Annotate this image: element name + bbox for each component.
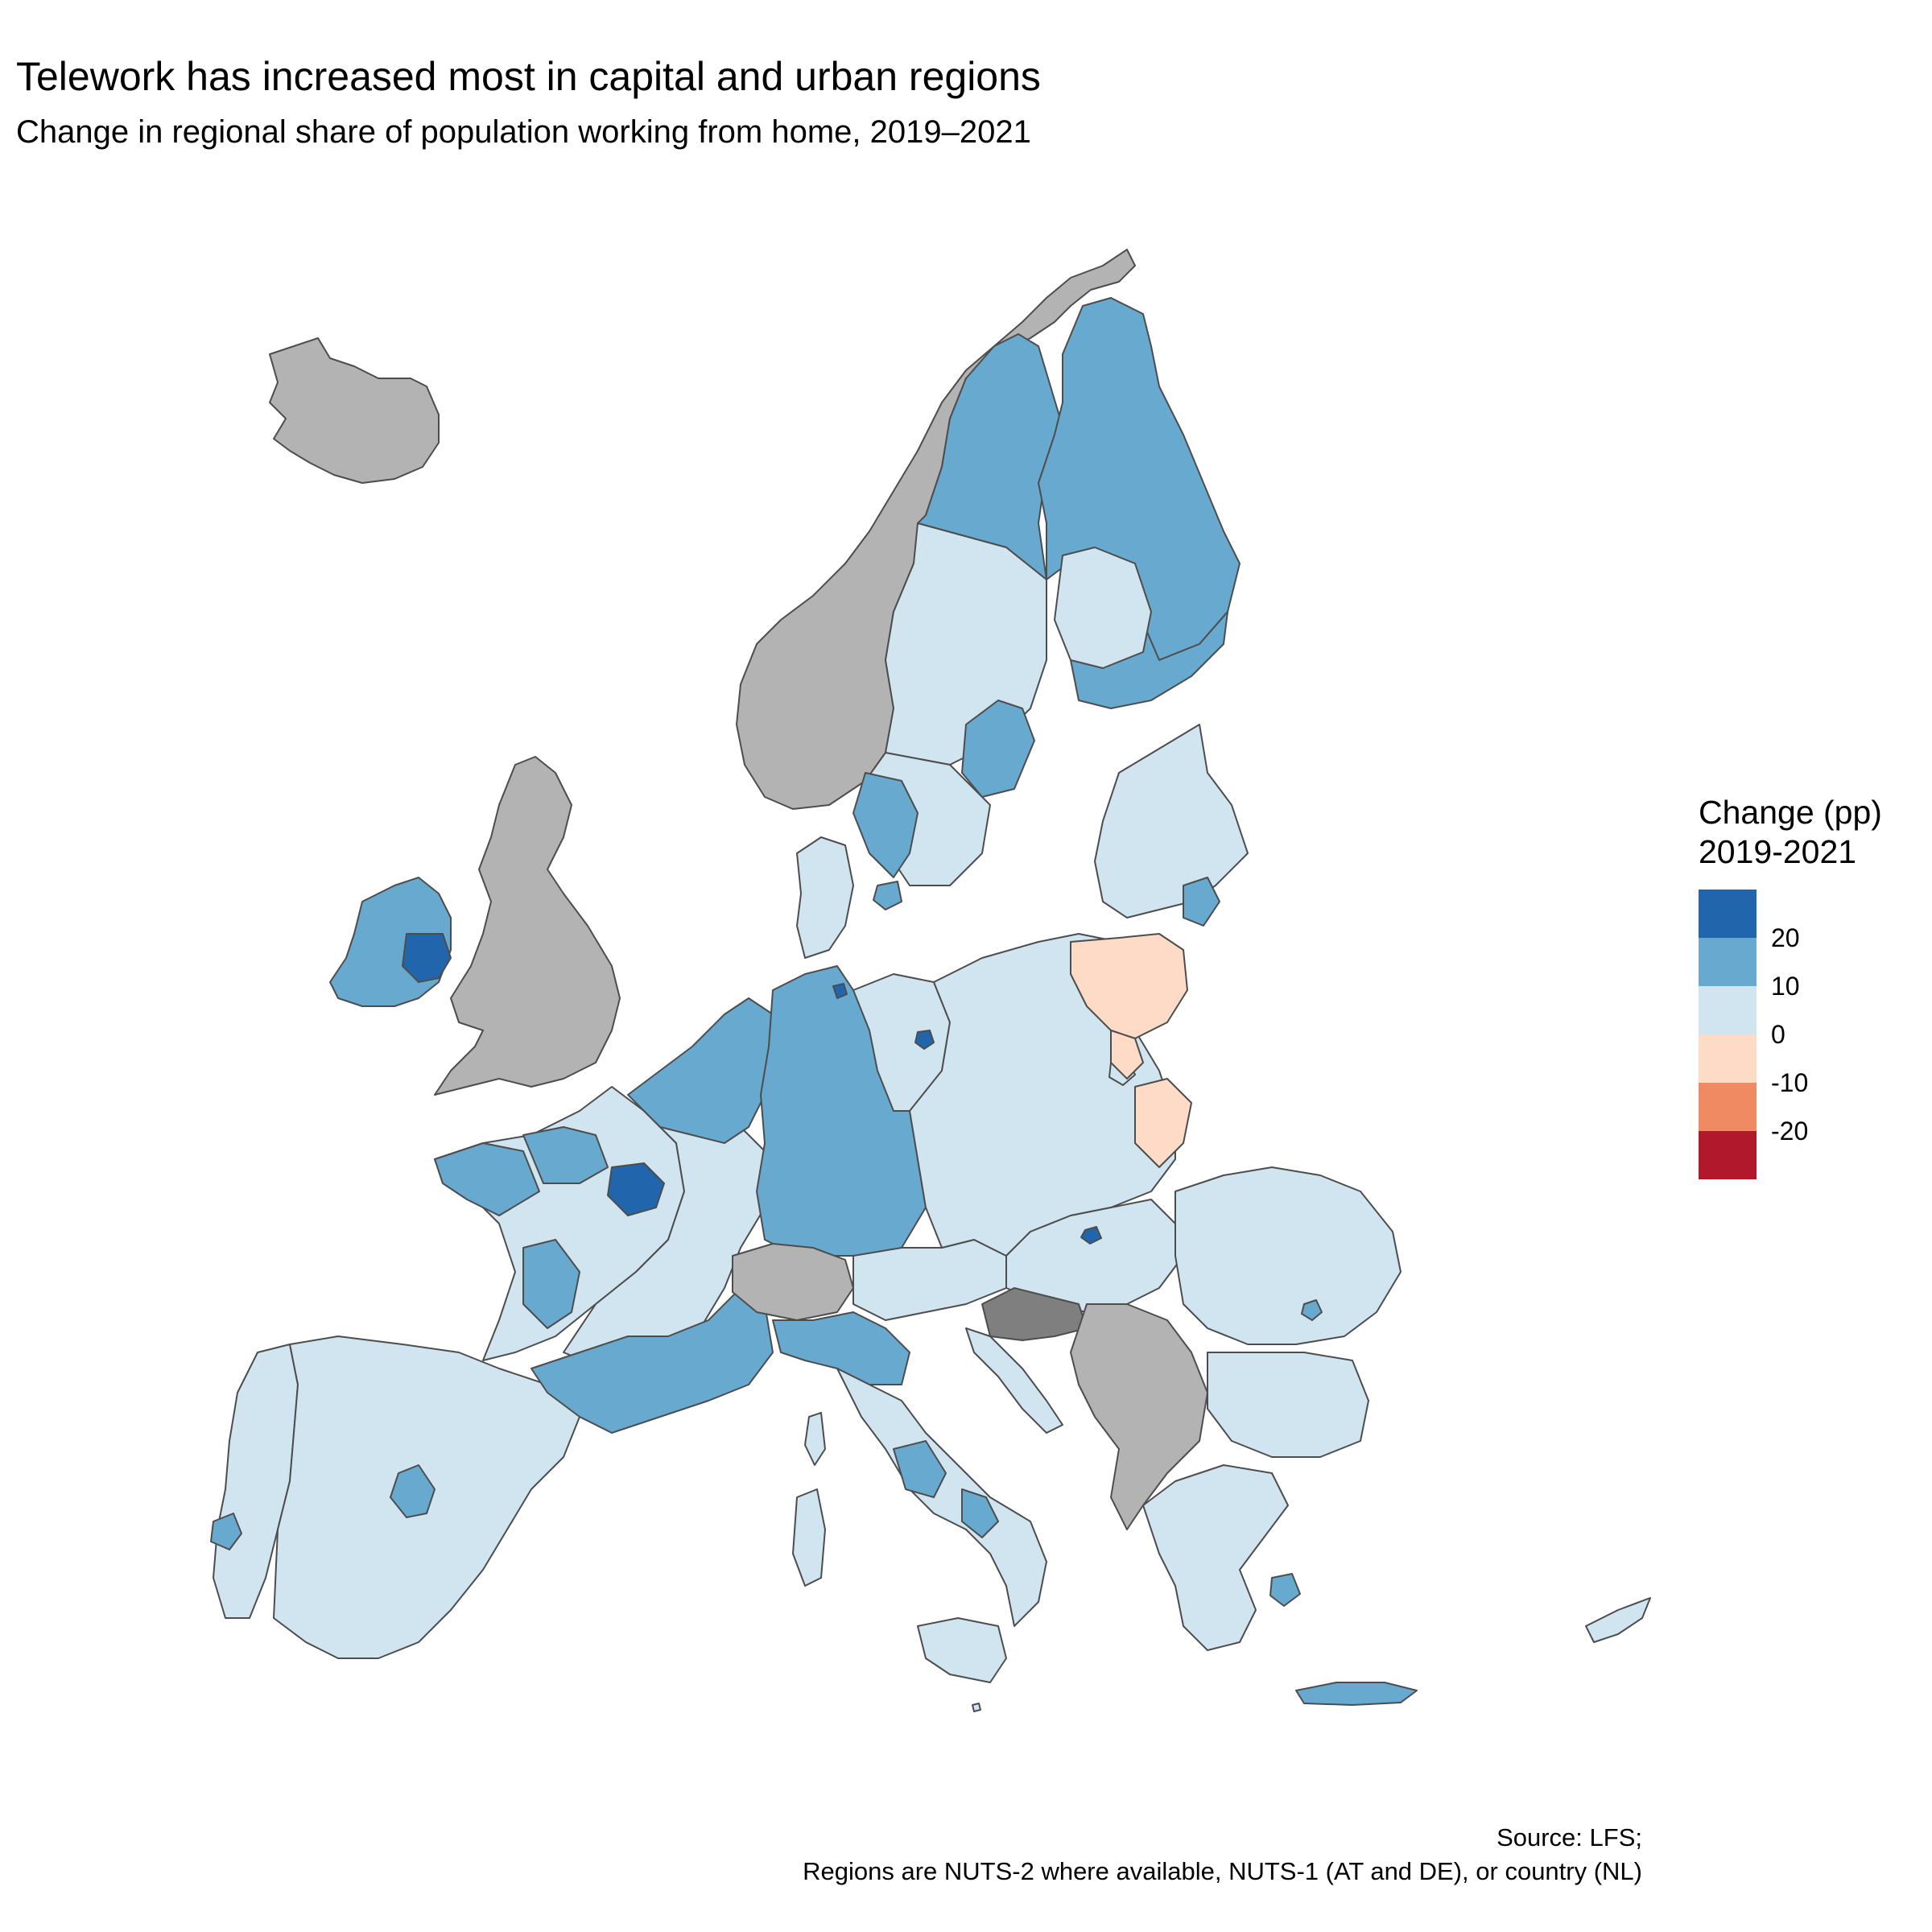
legend-swatch-minus10-0 [1699,1034,1757,1084]
region-switzerland [732,1243,854,1321]
region-riga [1183,877,1220,927]
source-line-1: Source: LFS; [1496,1823,1642,1852]
region-france-south [530,1287,774,1434]
region-campania [961,1488,999,1538]
map-legend: Change (pp) 2019-2021 20 10 0 -10 -20 [1699,793,1882,1183]
region-normandie [522,1126,609,1184]
region-lithuania [1070,933,1188,1039]
region-bucharest [1301,1299,1323,1321]
legend-title-line2: 2019-2021 [1699,833,1857,871]
region-croatia-coast [965,1327,1063,1434]
region-attica [1269,1573,1301,1607]
region-hamburg [832,983,848,999]
legend-title: Change (pp) 2019-2021 [1699,793,1882,872]
region-sardinia [792,1488,826,1587]
region-lithuania-south [1110,1030,1144,1080]
legend-title-line1: Change (pp) [1699,794,1882,831]
region-iceland [269,337,440,484]
region-italy-south [836,1368,1047,1627]
region-bulgaria [1207,1352,1369,1458]
region-baltics [1094,724,1249,919]
legend-label-0: 0 [1771,1020,1785,1050]
region-denmark [796,836,854,959]
region-greece [1142,1464,1289,1651]
region-crete [1295,1682,1418,1706]
region-poland-east [1134,1078,1192,1168]
region-aquitaine-part [522,1239,580,1329]
legend-swatch-0-10 [1699,986,1757,1035]
map-subtitle: Change in regional share of population w… [16,114,1031,150]
legend-scale: 20 10 0 -10 -20 [1699,890,1876,1183]
region-finland-middle [1054,547,1152,669]
legend-swatch-10-20 [1699,938,1757,987]
legend-label-10: 10 [1771,972,1800,1001]
region-malta [972,1703,981,1712]
region-budapest [1080,1226,1102,1245]
region-bretagne [434,1142,540,1216]
map-title: Telework has increased most in capital a… [16,54,1041,99]
region-italy-north [772,1311,910,1385]
region-hovedstaden [873,881,902,910]
region-lisbon [210,1513,242,1550]
region-sweden-west [852,772,919,878]
region-romania [1174,1166,1402,1345]
source-line-2: Regions are NUTS-2 where available, NUTS… [803,1856,1642,1885]
region-united-kingdom [434,756,621,1096]
legend-swatch-below-minus20 [1699,1131,1757,1180]
region-lazio [893,1440,947,1498]
source-note: Source: LFS; Regions are NUTS-2 where av… [803,1821,1642,1889]
legend-label-minus10: -10 [1771,1068,1809,1098]
map-regions [210,249,1651,1712]
legend-swatch-above-20 [1699,890,1757,939]
region-madrid [390,1464,436,1518]
region-berlin [914,1030,935,1050]
region-eastern-midland-ireland [402,933,452,983]
region-corsica [804,1412,826,1466]
region-stockholm [961,700,1035,798]
legend-swatch-minus20-minus10 [1699,1083,1757,1132]
legend-label-20: 20 [1771,923,1800,953]
region-sicily [917,1617,1007,1683]
region-cyprus [1585,1597,1651,1643]
region-ile-de-france [607,1162,665,1216]
legend-label-minus20: -20 [1771,1117,1809,1146]
